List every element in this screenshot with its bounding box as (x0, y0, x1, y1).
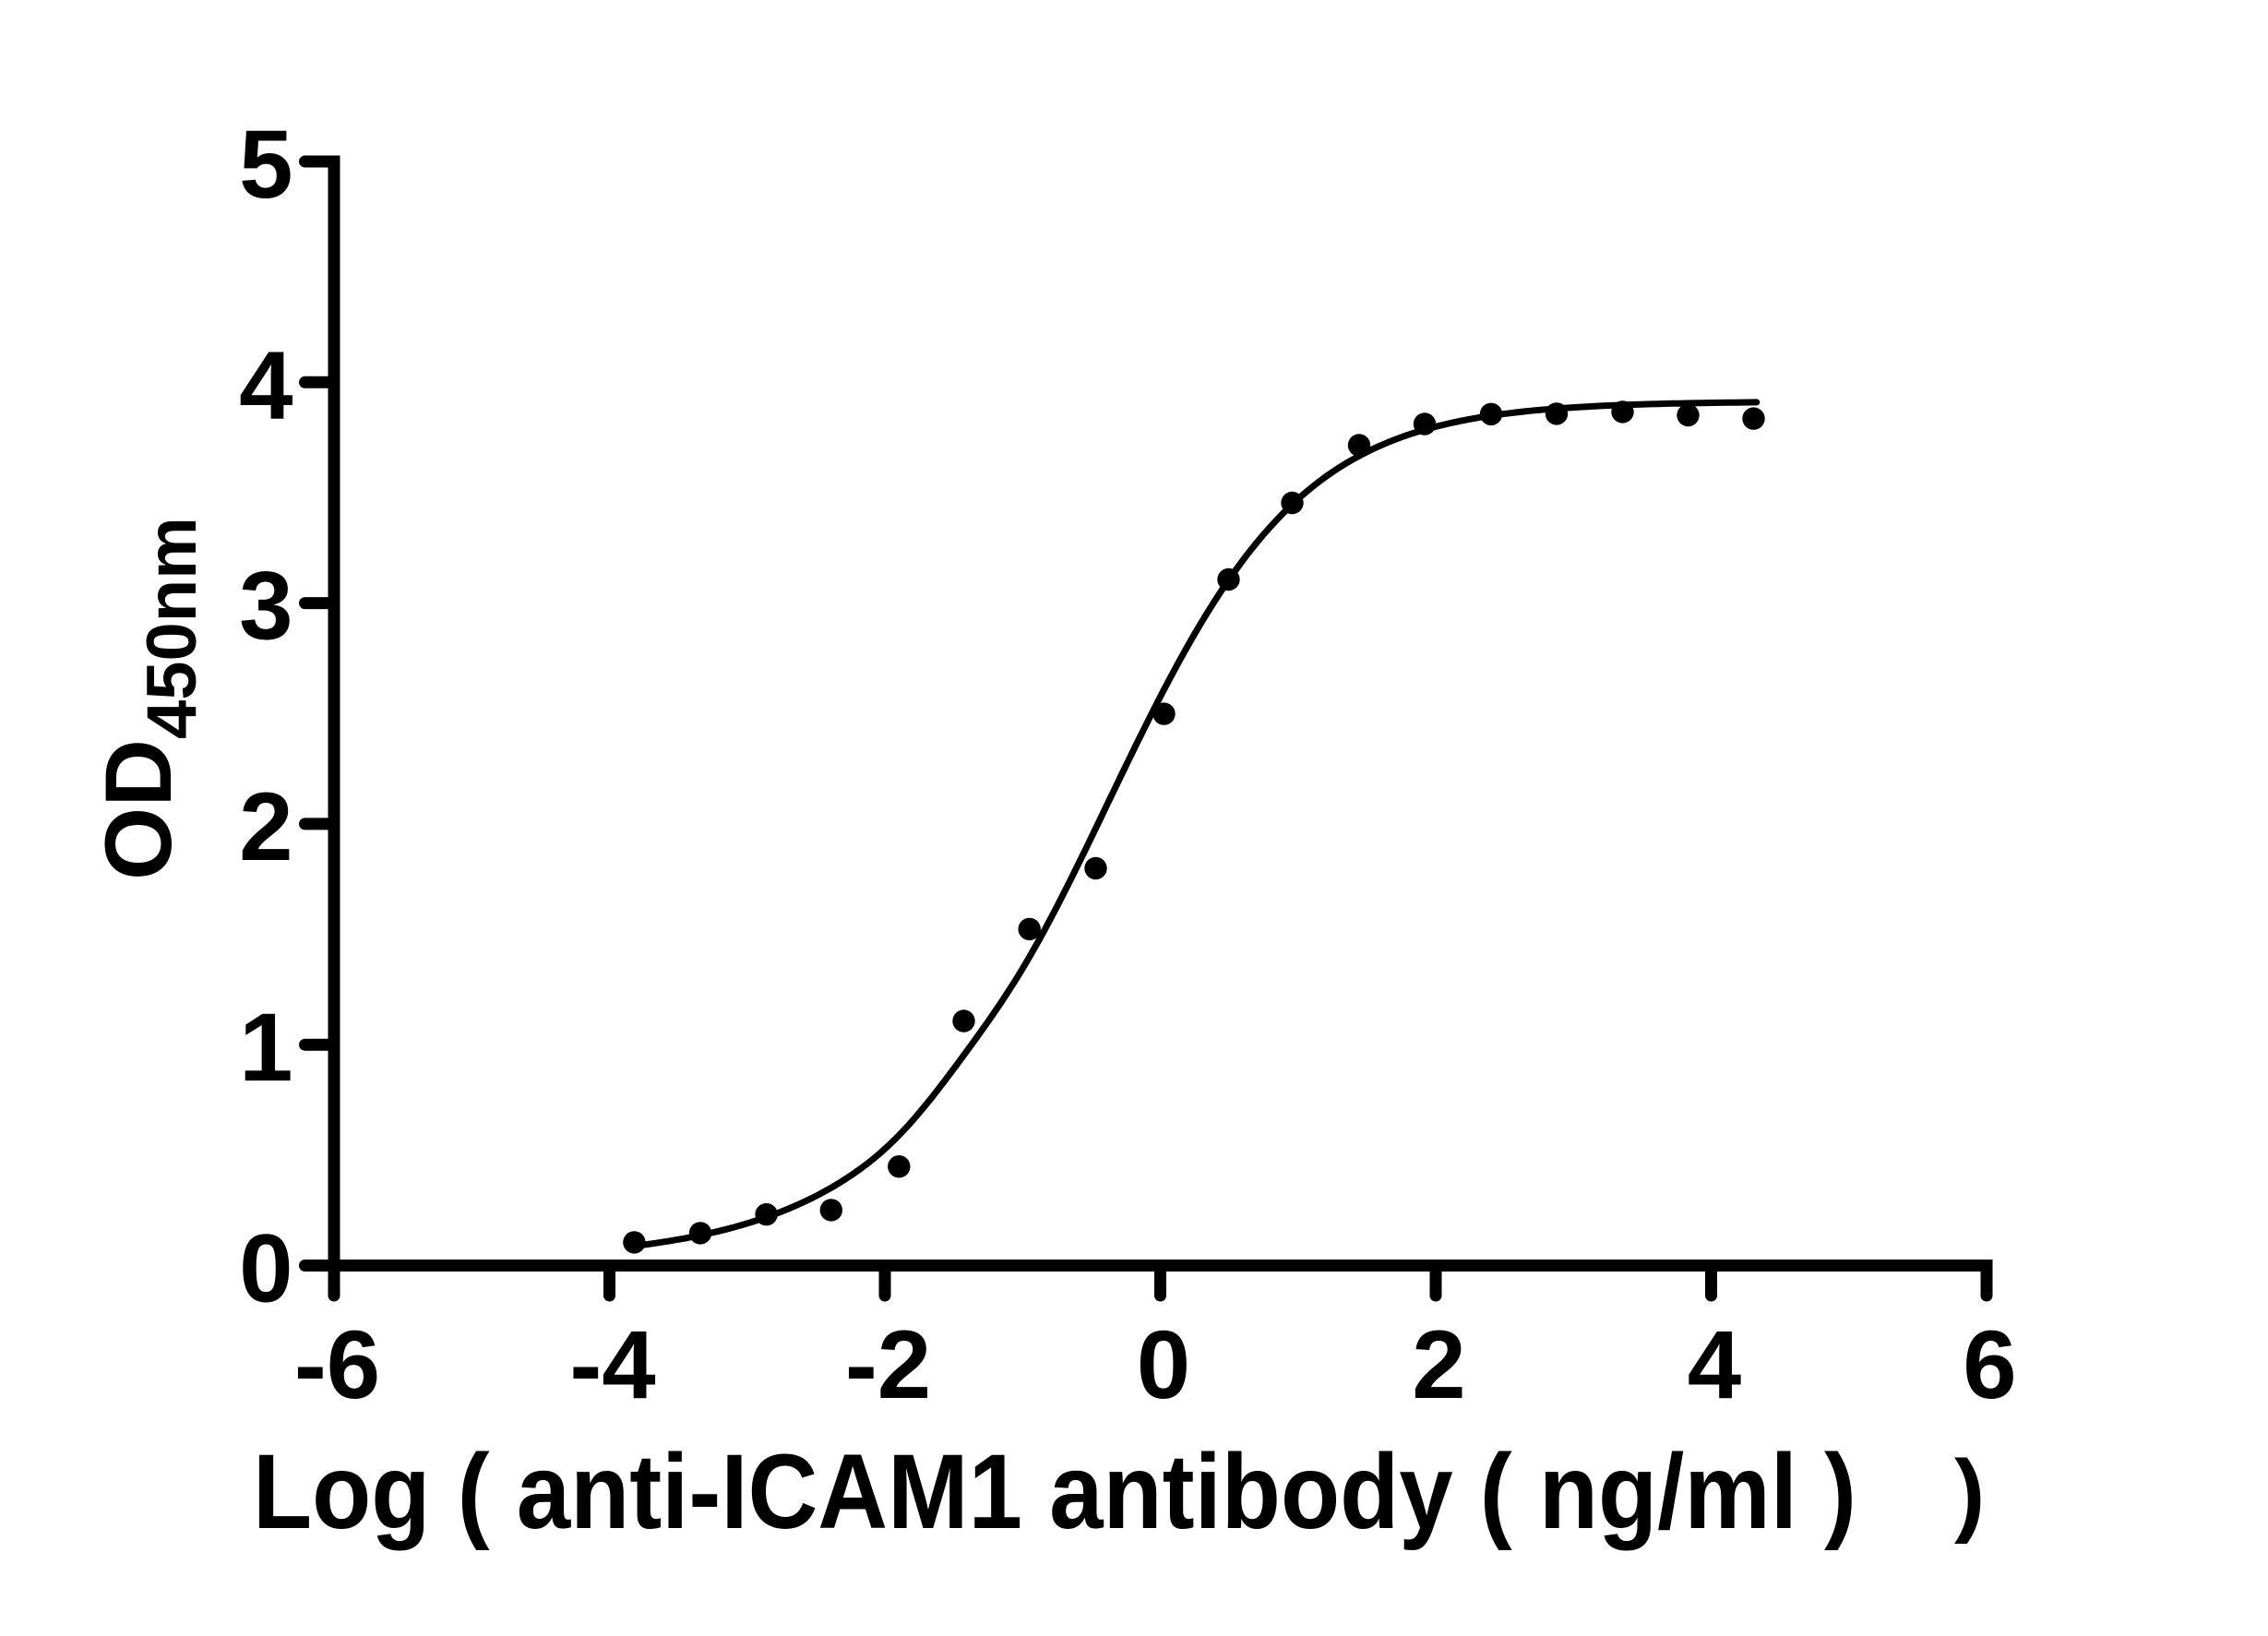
svg-text:3: 3 (239, 553, 292, 661)
svg-text:6: 6 (1963, 1311, 2016, 1419)
svg-text:5: 5 (239, 111, 292, 219)
svg-text:4: 4 (239, 331, 292, 439)
svg-text:4: 4 (1688, 1311, 1741, 1419)
svg-text:-2: -2 (845, 1311, 931, 1419)
svg-text:1: 1 (239, 994, 292, 1102)
svg-text:-4: -4 (569, 1311, 655, 1419)
svg-text:-6: -6 (294, 1311, 380, 1419)
svg-text:0: 0 (239, 1215, 292, 1323)
svg-text:0: 0 (1137, 1311, 1190, 1419)
svg-text:): ) (1954, 1441, 1985, 1545)
svg-text:2: 2 (1412, 1311, 1465, 1419)
svg-text:2: 2 (239, 773, 292, 881)
svg-text:Log ( anti-ICAM1 antibody ( ng: Log ( anti-ICAM1 antibody ( ng/ml ) (253, 1433, 1856, 1551)
